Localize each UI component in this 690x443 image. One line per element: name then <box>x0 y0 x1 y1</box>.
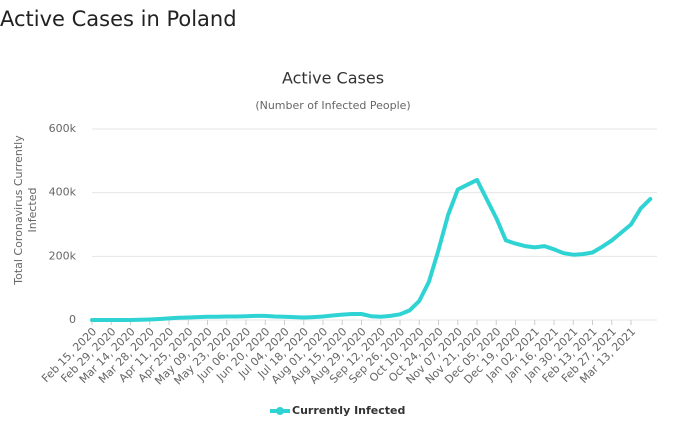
legend-marker <box>276 407 284 415</box>
y-tick-label: 400k <box>49 186 77 199</box>
chart-title: Active Cases <box>282 69 384 88</box>
line-series <box>90 177 653 322</box>
y-axis-label: Total Coronavirus Currently Infected <box>12 135 39 285</box>
y-label-box: Total Coronavirus Currently Infected <box>12 135 39 285</box>
y-tick-label: 200k <box>49 249 77 262</box>
y-tick-label: 600k <box>49 122 77 135</box>
chart-subtitle: (Number of Infected People) <box>255 99 410 112</box>
legend-label: Currently Infected <box>292 404 405 417</box>
page-title: Active Cases in Poland <box>0 7 237 31</box>
y-tick-label: 0 <box>69 313 76 326</box>
